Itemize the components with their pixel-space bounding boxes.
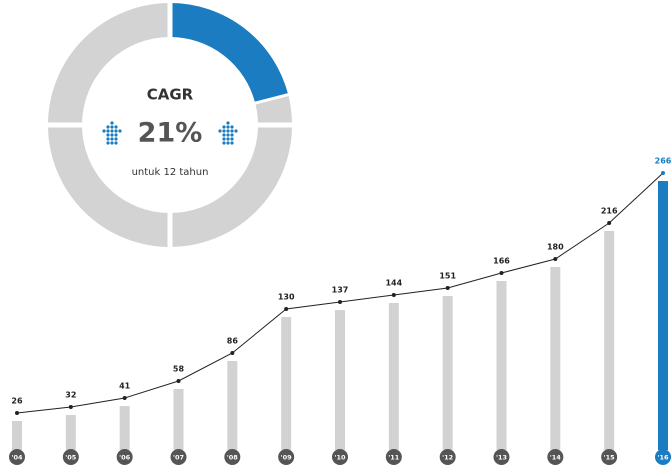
value-label: 166 (493, 257, 510, 266)
x-tick-label: '05 (65, 454, 77, 462)
bar (65, 415, 76, 450)
trend-point (284, 307, 289, 311)
bar (173, 389, 184, 450)
x-tick-badge (170, 449, 187, 465)
x-tick-badge (439, 449, 456, 465)
x-tick-label: '15 (604, 454, 616, 462)
bar (227, 361, 238, 450)
donut-value: 21% (138, 118, 203, 149)
x-tick-label: '07 (173, 454, 184, 462)
donut-subtitle: untuk 12 tahun (132, 167, 209, 178)
x-tick-badge (62, 449, 79, 465)
x-tick-label: '09 (281, 454, 293, 462)
trend-point (122, 396, 127, 400)
value-label: 130 (278, 293, 295, 302)
trend-point (230, 351, 235, 355)
x-tick-label: '16 (657, 454, 669, 462)
x-tick-badge (9, 449, 25, 465)
trend-point (661, 171, 665, 175)
x-tick-badge (116, 449, 133, 465)
value-label: 26 (11, 397, 23, 406)
bar (442, 296, 453, 450)
trend-point (15, 411, 19, 415)
value-label: 266 (655, 157, 672, 166)
bar (388, 303, 399, 450)
bar (12, 421, 22, 450)
trend-point (553, 257, 558, 261)
donut-segment (169, 3, 289, 104)
bar (281, 317, 292, 450)
value-label: 137 (332, 286, 349, 295)
x-tick-label: '12 (442, 454, 453, 462)
x-tick-badge (493, 449, 510, 465)
x-tick-badge (655, 449, 671, 465)
trend-point (391, 293, 396, 297)
x-tick-label: '11 (388, 454, 400, 462)
value-label: 41 (119, 382, 131, 391)
trend-point (607, 221, 612, 225)
x-tick-label: '13 (496, 454, 507, 462)
x-tick-label: '10 (334, 454, 346, 462)
trend-point (445, 286, 450, 290)
trend-point (499, 271, 504, 275)
x-tick-badge (547, 449, 564, 465)
bar (658, 181, 668, 450)
x-tick-badge (332, 449, 348, 465)
x-tick-label: '08 (227, 454, 239, 462)
x-tick-badge (224, 449, 241, 465)
trend-point (338, 300, 342, 304)
decor-arrows (102, 121, 238, 145)
bar (119, 406, 130, 450)
value-label: 151 (439, 272, 456, 281)
value-label: 58 (173, 365, 185, 374)
trend-point (68, 405, 73, 409)
x-tick-label: '04 (11, 454, 23, 462)
trend-point (176, 379, 181, 383)
x-tick-badge (601, 449, 618, 465)
x-tick-label: '14 (550, 454, 562, 462)
value-label: 180 (547, 243, 564, 252)
arrow-right (218, 121, 238, 145)
bar (335, 310, 345, 450)
value-label: 32 (65, 391, 76, 400)
x-tick-badge (385, 449, 402, 465)
bar (604, 231, 615, 450)
donut-gap (245, 90, 298, 107)
value-label: 86 (227, 337, 239, 346)
donut-title: CAGR (147, 86, 194, 104)
x-tick-badge (278, 449, 295, 465)
value-label: 144 (385, 279, 402, 288)
arrow-left (102, 121, 122, 145)
bar (496, 281, 507, 450)
value-label: 216 (601, 207, 618, 216)
x-tick-label: '06 (119, 454, 131, 462)
bar (550, 267, 561, 450)
